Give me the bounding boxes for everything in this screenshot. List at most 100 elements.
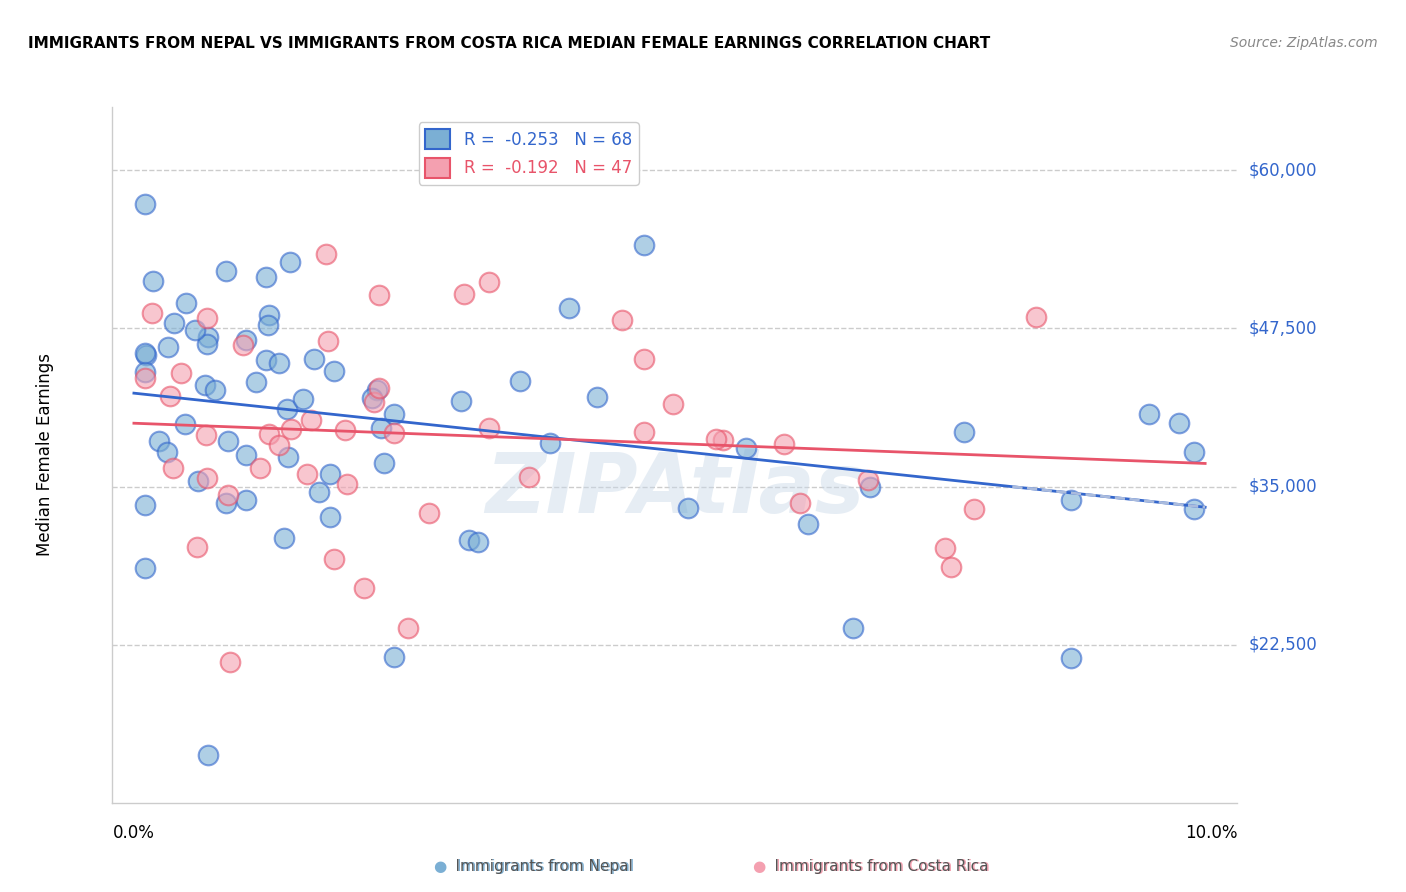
Immigrants from Costa Rica [478,421,501,435]
Immigrants from Costa Rica [963,501,986,516]
Immigrants from Nepal [308,485,330,500]
Text: Immigrants from Costa Rica: Immigrants from Costa Rica [755,859,988,874]
Immigrants from Costa Rica [789,496,811,510]
Immigrants from Nepal [1060,651,1083,665]
Immigrants from Nepal [142,274,165,288]
Immigrants from Costa Rica [453,287,475,301]
Immigrants from Nepal [254,352,277,367]
Legend: R =  -0.253   N = 68, R =  -0.192   N = 47: R = -0.253 N = 68, R = -0.192 N = 47 [419,122,638,185]
Immigrants from Costa Rica [195,428,218,442]
Immigrants from Costa Rica [257,426,280,441]
Immigrants from Costa Rica [162,460,184,475]
Immigrants from Costa Rica [316,334,339,349]
Immigrants from Nepal [373,456,395,470]
Immigrants from Costa Rica [333,423,356,437]
Text: 0.0%: 0.0% [112,823,155,842]
Immigrants from Nepal [257,318,280,333]
Immigrants from Costa Rica [368,381,391,395]
Immigrants from Costa Rica [280,422,302,436]
Immigrants from Nepal [135,348,157,362]
Immigrants from Costa Rica [939,560,962,574]
Immigrants from Nepal [217,434,239,449]
Immigrants from Costa Rica [323,551,346,566]
Immigrants from Nepal [292,392,315,406]
Immigrants from Nepal [633,237,655,252]
Immigrants from Costa Rica [217,487,239,501]
Immigrants from Nepal [134,498,156,512]
Text: ZIPAtlas: ZIPAtlas [485,450,865,530]
Immigrants from Nepal [197,747,219,762]
Immigrants from Costa Rica [219,656,242,670]
Immigrants from Costa Rica [141,305,163,319]
Immigrants from Nepal [859,480,882,494]
Immigrants from Nepal [157,340,180,354]
Immigrants from Nepal [1137,407,1160,421]
Immigrants from Costa Rica [1025,310,1047,324]
Immigrants from Nepal [734,441,756,455]
Immigrants from Nepal [197,330,219,344]
Immigrants from Costa Rica [195,471,218,485]
Immigrants from Nepal [450,394,472,409]
Immigrants from Nepal [134,346,156,360]
Immigrants from Nepal [1184,501,1206,516]
Immigrants from Costa Rica [368,287,391,301]
Immigrants from Costa Rica [396,621,419,635]
Immigrants from Nepal [148,434,170,448]
Immigrants from Costa Rica [418,506,440,520]
Immigrants from Nepal [278,254,301,268]
Immigrants from Nepal [797,517,820,532]
Immigrants from Nepal [235,448,257,462]
Immigrants from Nepal [538,436,561,450]
Text: Median Female Earnings: Median Female Earnings [37,353,53,557]
Immigrants from Nepal [953,425,976,440]
Immigrants from Nepal [304,352,326,367]
Immigrants from Nepal [557,301,579,315]
Immigrants from Nepal [134,196,156,211]
Immigrants from Nepal [195,336,218,351]
Immigrants from Costa Rica [170,366,193,380]
Immigrants from Costa Rica [295,467,318,481]
Text: Immigrants from Nepal: Immigrants from Nepal [436,859,633,874]
Immigrants from Costa Rica [633,351,655,366]
Immigrants from Costa Rica [336,476,359,491]
Immigrants from Costa Rica [186,540,208,554]
Text: ●  Immigrants from Nepal: ● Immigrants from Nepal [434,859,634,874]
Immigrants from Nepal [134,561,156,575]
Immigrants from Nepal [156,445,179,459]
Immigrants from Nepal [370,420,392,434]
Immigrants from Nepal [467,535,489,549]
Immigrants from Nepal [841,621,863,635]
Immigrants from Nepal [277,450,299,464]
Immigrants from Nepal [162,316,184,330]
Immigrants from Nepal [1059,493,1081,508]
Immigrants from Nepal [361,391,384,405]
Immigrants from Costa Rica [363,395,385,409]
Immigrants from Costa Rica [159,389,181,403]
Immigrants from Costa Rica [856,474,879,488]
Immigrants from Nepal [215,496,238,510]
Immigrants from Costa Rica [299,413,322,427]
Immigrants from Nepal [458,533,481,548]
Immigrants from Costa Rica [477,275,499,289]
Immigrants from Costa Rica [633,425,655,439]
Immigrants from Nepal [382,649,405,664]
Immigrants from Nepal [187,475,209,489]
Immigrants from Nepal [318,509,340,524]
Immigrants from Costa Rica [353,581,375,595]
Immigrants from Nepal [254,270,277,285]
Immigrants from Nepal [174,295,197,310]
Immigrants from Nepal [235,492,257,507]
Immigrants from Costa Rica [612,313,634,327]
Immigrants from Costa Rica [661,397,683,411]
Immigrants from Costa Rica [772,437,794,451]
Immigrants from Nepal [276,401,298,416]
Text: $22,500: $22,500 [1249,636,1317,654]
Immigrants from Nepal [194,377,217,392]
Immigrants from Costa Rica [267,438,290,452]
Immigrants from Nepal [509,374,531,388]
Immigrants from Nepal [323,364,346,378]
Immigrants from Costa Rica [195,311,218,326]
Immigrants from Costa Rica [517,470,540,484]
Immigrants from Costa Rica [382,426,405,441]
Immigrants from Nepal [382,407,405,421]
